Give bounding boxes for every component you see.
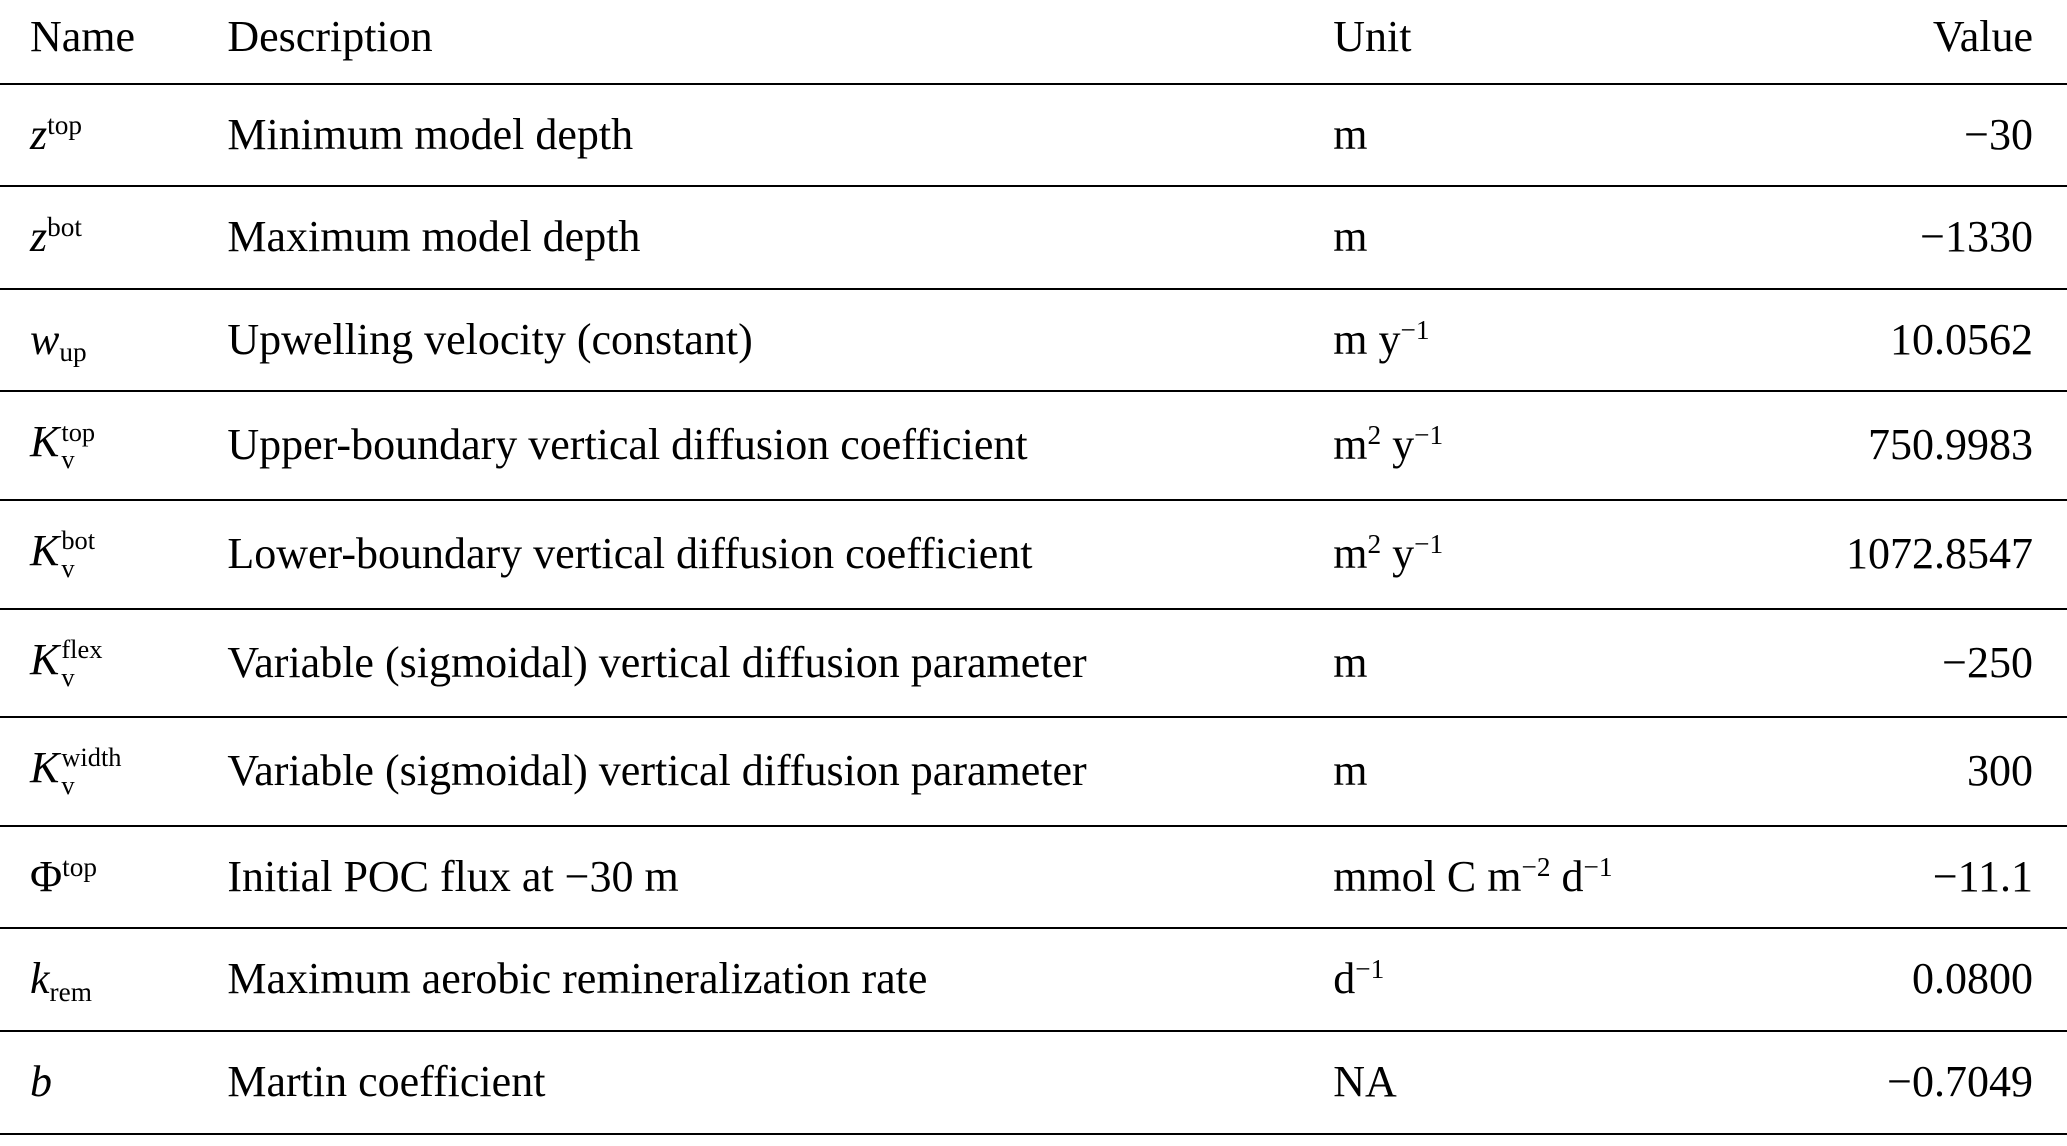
param-name: b [0,1031,228,1135]
table-row: b Martin coefficient NA −0.7049 [0,1031,2067,1135]
param-value: −0.7049 [1756,1031,2067,1135]
header-name: Name [0,0,228,85]
param-value: −11.1 [1756,825,2067,930]
param-unit: NA [1333,1031,1757,1135]
param-description: Upwelling velocity (constant) [227,288,1334,393]
param-name: krem [0,928,228,1033]
param-unit: m [1333,717,1757,827]
header-value: Value [1756,0,2067,85]
param-unit: m [1333,186,1757,290]
param-unit: d−1 [1333,928,1757,1033]
param-description: Variable (sigmoidal) vertical diffusion … [227,608,1334,719]
param-name: zbot [0,186,228,290]
table-row: wup Upwelling velocity (constant) m y−1 … [0,288,2067,393]
param-name: ztop [0,83,228,188]
param-unit: m [1333,608,1757,719]
param-description: Maximum aerobic remineralization rate [227,928,1334,1033]
param-value: −250 [1756,608,2067,719]
param-description: Initial POC flux at −30 m [227,825,1334,930]
param-name: wup [0,288,228,393]
param-description: Maximum model depth [227,186,1334,290]
header-row: Name Description Unit Value [0,0,2067,85]
param-value: 0.0800 [1756,928,2067,1033]
param-value: −30 [1756,83,2067,188]
table-row: krem Maximum aerobic remineralization ra… [0,928,2067,1033]
table-row: zbot Maximum model depth m −1330 [0,186,2067,290]
param-value: 750.9983 [1756,391,2067,501]
header-unit: Unit [1333,0,1757,85]
param-description: Martin coefficient [227,1031,1334,1135]
param-unit: mmol C m−2 d−1 [1333,825,1757,930]
header-description: Description [227,0,1334,85]
param-value: 300 [1756,717,2067,827]
param-description: Lower-boundary vertical diffusion coeffi… [227,500,1334,610]
param-unit: m y−1 [1333,288,1757,393]
param-unit: m [1333,83,1757,188]
param-description: Minimum model depth [227,83,1334,188]
param-unit: m2 y−1 [1333,500,1757,610]
param-name: Φtop [0,825,228,930]
table-header: Name Description Unit Value [0,0,2067,85]
param-value: 10.0562 [1756,288,2067,393]
param-value: 1072.8547 [1756,500,2067,610]
table-row: Φtop Initial POC flux at −30 m mmol C m−… [0,825,2067,930]
param-description: Variable (sigmoidal) vertical diffusion … [227,717,1334,827]
param-description: Upper-boundary vertical diffusion coeffi… [227,391,1334,501]
table-body: ztop Minimum model depth m −30 zbot Maxi… [0,83,2067,1135]
param-value: −1330 [1756,186,2067,290]
table-row: ztop Minimum model depth m −30 [0,83,2067,188]
param-unit: m2 y−1 [1333,391,1757,501]
